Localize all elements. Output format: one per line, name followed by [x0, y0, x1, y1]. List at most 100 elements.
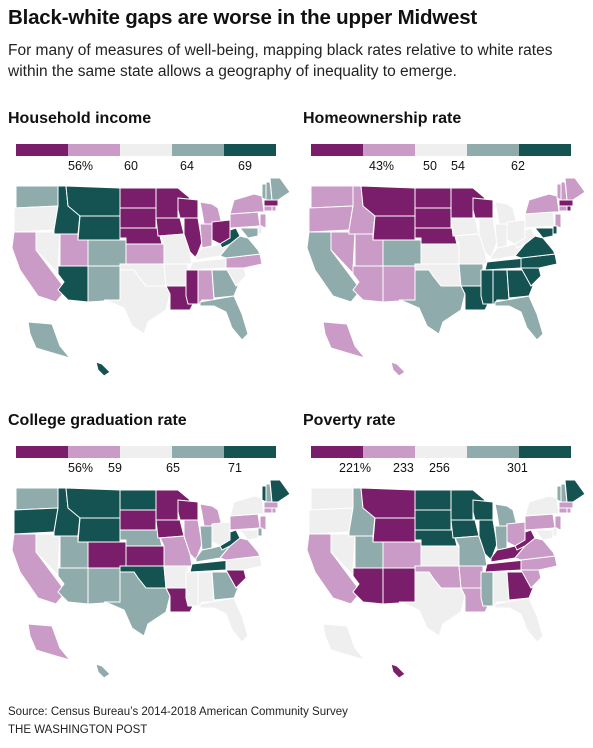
state-vt: [556, 183, 562, 201]
state-sd: [414, 509, 452, 531]
state-pa: [229, 211, 261, 229]
legend-swatch: [16, 446, 68, 458]
legend-swatch: [415, 144, 467, 156]
legend-swatch: [68, 446, 120, 458]
state-de: [552, 225, 558, 235]
state-az: [57, 265, 89, 303]
state-fl: [199, 597, 249, 643]
legend-swatch: [172, 446, 224, 458]
state-pa: [524, 513, 556, 531]
state-ne: [414, 529, 458, 547]
state-ri: [566, 205, 572, 212]
publisher-credit: THE WASHINGTON POST: [8, 724, 148, 736]
state-vt: [261, 485, 267, 503]
state-ms: [185, 269, 199, 305]
state-al: [492, 571, 510, 607]
state-nm: [87, 265, 121, 303]
legend-tick: 71: [228, 461, 242, 475]
state-mi: [494, 503, 518, 527]
state-ks: [420, 243, 460, 265]
legend-tick: 56%: [68, 461, 94, 475]
state-wa: [310, 185, 354, 209]
state-de: [257, 225, 263, 235]
state-ak: [27, 623, 72, 661]
state-mt: [360, 185, 416, 217]
state-wi: [472, 197, 494, 219]
state-or: [13, 507, 59, 535]
panel-title: Homeownership rate: [303, 110, 462, 127]
state-ks: [125, 243, 165, 265]
state-ct: [558, 507, 568, 514]
state-wy: [372, 215, 416, 241]
state-fl: [494, 295, 544, 341]
state-ia: [155, 217, 185, 237]
state-ma: [558, 501, 574, 509]
legend-swatch: [311, 144, 363, 156]
state-nj: [259, 515, 267, 531]
state-co: [87, 541, 127, 569]
state-nd: [119, 489, 157, 511]
state-ia: [450, 217, 480, 237]
state-ar: [458, 565, 484, 589]
state-de: [257, 527, 263, 537]
legend-tick: 54: [451, 159, 465, 173]
state-hi: [390, 361, 406, 377]
state-al: [197, 269, 215, 305]
state-ar: [458, 263, 484, 287]
state-tx: [398, 269, 466, 335]
us-choropleth-map: [306, 178, 586, 377]
state-nm: [87, 567, 121, 605]
state-pa: [229, 513, 261, 531]
legend-swatch: [16, 144, 68, 156]
legend-swatch: [363, 144, 415, 156]
state-ct: [263, 507, 273, 514]
state-mi: [199, 201, 223, 225]
state-co: [382, 541, 422, 569]
state-ia: [155, 519, 185, 539]
state-ny: [524, 193, 560, 215]
state-nd: [119, 187, 157, 209]
state-or: [308, 507, 354, 535]
state-mt: [360, 487, 416, 519]
legend-swatch: [519, 446, 571, 458]
state-ak: [322, 321, 367, 359]
us-choropleth-map: [306, 480, 586, 679]
state-ks: [420, 545, 460, 567]
state-tx: [103, 571, 171, 637]
state-nd: [414, 187, 452, 209]
state-me: [269, 480, 291, 503]
us-choropleth-map: [11, 480, 291, 679]
state-mt: [65, 185, 121, 217]
state-md: [533, 227, 554, 239]
state-ne: [119, 227, 163, 245]
state-ny: [524, 495, 560, 517]
state-va: [514, 235, 556, 259]
legend-ticks: 43% 50 54 62: [311, 159, 581, 175]
state-or: [308, 205, 354, 233]
panel-title: College graduation rate: [8, 412, 187, 429]
state-in: [199, 223, 213, 249]
state-ri: [271, 205, 277, 212]
state-al: [492, 269, 510, 305]
legend-tick: 256: [429, 461, 450, 475]
state-sd: [119, 207, 157, 229]
legend-swatch: [519, 144, 571, 156]
state-wv: [514, 529, 536, 551]
state-az: [352, 265, 384, 303]
state-al: [197, 571, 215, 607]
state-co: [87, 239, 127, 267]
legend-tick: 59: [108, 461, 122, 475]
state-mi: [494, 201, 518, 225]
state-me: [269, 178, 291, 201]
state-me: [564, 178, 586, 201]
state-wa: [15, 185, 59, 209]
legend-swatch: [172, 144, 224, 156]
state-vt: [556, 485, 562, 503]
color-legend: [311, 446, 571, 458]
state-ia: [450, 519, 480, 539]
state-hi: [390, 663, 406, 679]
state-ri: [566, 507, 572, 514]
panel-title: Household income: [8, 110, 152, 127]
state-az: [352, 567, 384, 605]
state-co: [382, 239, 422, 267]
